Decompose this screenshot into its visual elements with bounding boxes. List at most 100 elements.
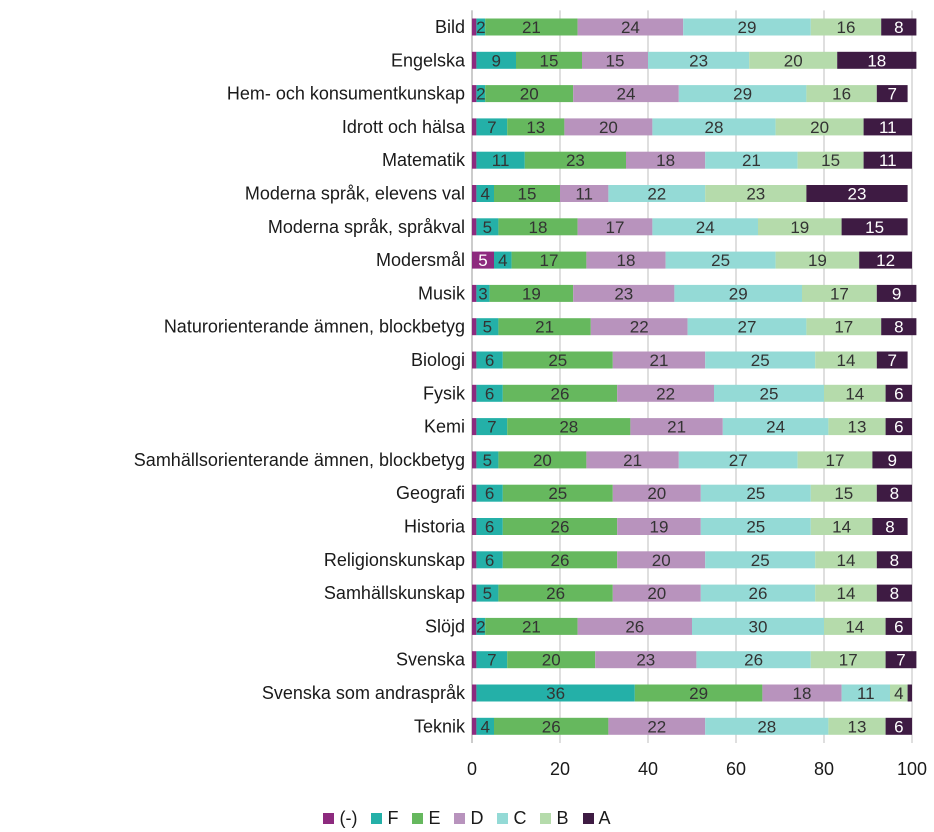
data-label-svenska-b: 17 [839,651,858,670]
data-label-religionskunskap-f: 6 [485,551,494,570]
bar-samhallskunskap-c [700,584,816,602]
bars-group: 2 21 24 29 16 89 15 15 23 20 182 20 24 29 16 77 13 20 28 20… [472,18,917,736]
bar-matematik-b [797,151,864,169]
data-label-religionskunskap-b: 14 [837,551,856,570]
bar-naturorienterande-amnen-blockbetyg-none [472,318,477,336]
bar-row-historia: 6 26 19 25 14 8 [472,518,908,537]
data-label-naturorienterande-amnen-blockbetyg-d: 22 [630,318,649,337]
data-label-moderna-sprak-sprakval-b: 19 [790,218,809,237]
legend-label-e: E [428,808,441,828]
x-tick-label-80: 80 [814,759,834,779]
bar-hem-och-konsumentkunskap-none [472,85,477,103]
bar-moderna-sprak-elevens-val-a [806,185,908,202]
bar-geografi-a [876,484,912,502]
bar-geografi-c [700,484,811,502]
legend-swatch-f [371,813,383,824]
data-label-kemi-a: 6 [894,418,903,437]
data-label-biologi-f: 6 [485,351,494,370]
bar-svenska-som-andrasprak-a [907,684,912,702]
bar-engelska-c [648,51,750,69]
data-label-geografi-c: 25 [746,484,765,503]
bar-svenska-som-andrasprak-d [762,684,842,702]
data-label-naturorienterande-amnen-blockbetyg-a: 8 [894,318,903,337]
legend-label-a: A [598,808,611,828]
data-label-religionskunskap-e: 26 [551,551,570,570]
bar-matematik-f [476,151,525,169]
bar-moderna-sprak-elevens-val-d [560,185,609,202]
legend-swatch-b [540,813,552,824]
legend-label-none: (-) [339,808,358,828]
data-label-fysik-a: 6 [894,384,903,403]
bar-geografi-f [476,484,503,502]
bar-idrott-och-halsa-c [652,118,776,136]
legend-item-f: F [371,808,398,829]
bar-samhallsorienterande-amnen-blockbetyg-f [476,451,499,469]
category-label-svenska: Svenska [396,650,466,670]
bar-musik-a [876,284,917,302]
data-label-hem-och-konsumentkunskap-f: 2 [476,85,485,104]
bar-idrott-och-halsa-f [476,118,508,136]
bar-samhallskunskap-f [476,584,499,602]
bar-samhallsorienterande-amnen-blockbetyg-d [586,451,679,469]
data-label-samhallskunskap-e: 26 [546,584,565,603]
data-label-moderna-sprak-elevens-val-c: 22 [647,185,666,204]
data-label-hem-och-konsumentkunskap-e: 20 [520,85,539,104]
data-label-historia-f: 6 [485,518,494,537]
data-label-bild-e: 21 [522,18,541,37]
bar-religionskunskap-f [476,551,503,569]
bar-historia-none [472,518,477,535]
bar-idrott-och-halsa-d [564,118,653,136]
bar-samhallsorienterande-amnen-blockbetyg-c [678,451,798,469]
bar-slojd-c [692,617,824,635]
data-label-musik-c: 29 [729,284,748,303]
bar-naturorienterande-amnen-blockbetyg-e [498,318,591,336]
data-label-samhallskunskap-f: 5 [483,584,492,603]
data-label-modersmal-none: 5 [478,251,487,270]
bar-svenska-som-andrasprak-e [634,684,763,702]
data-label-svenska-som-andrasprak-f: 36 [546,684,565,703]
bar-engelska-f [476,51,516,69]
data-label-modersmal-c: 25 [711,251,730,270]
bar-svenska-none [472,651,477,669]
data-label-historia-a: 8 [885,518,894,537]
bar-row-idrott-och-halsa: 7 13 20 28 20 11 [472,118,912,137]
bar-svenska-d [595,651,697,669]
bar-kemi-e [507,418,631,436]
bar-samhallskunskap-b [815,584,877,602]
data-label-kemi-e: 28 [559,418,578,437]
bar-modersmal-none [472,251,494,269]
data-label-moderna-sprak-elevens-val-e: 15 [518,185,537,204]
legend-label-b: B [556,808,569,828]
data-label-hem-och-konsumentkunskap-b: 16 [832,85,851,104]
bar-samhallskunskap-none [472,584,477,602]
bar-biologi-f [476,351,503,369]
data-label-biologi-b: 14 [837,351,856,370]
data-label-bild-b: 16 [837,18,856,37]
data-label-kemi-c: 24 [766,418,785,437]
bar-bild-b [810,18,882,36]
bar-engelska-a [837,51,917,69]
bar-idrott-och-halsa-none [472,118,477,136]
data-label-svenska-c: 26 [744,651,763,670]
data-label-kemi-b: 13 [848,418,867,437]
data-label-svenska-d: 23 [636,651,655,670]
bar-religionskunskap-b [815,551,877,569]
bar-row-moderna-sprak-elevens-val: 4 15 11 22 23 23 [472,185,908,204]
data-label-geografi-d: 20 [647,484,666,503]
bar-teknik-f [476,717,494,735]
data-label-historia-b: 14 [832,518,851,537]
data-label-teknik-d: 22 [647,717,666,736]
bar-moderna-sprak-elevens-val-c [608,185,706,202]
data-label-svenska-e: 20 [542,651,561,670]
data-label-svenska-som-andrasprak-d: 18 [793,684,812,703]
data-label-modersmal-d: 18 [617,251,636,270]
bar-svenska-som-andrasprak-none [472,684,477,702]
bar-religionskunskap-none [472,551,477,569]
data-label-samhallsorienterande-amnen-blockbetyg-b: 17 [826,451,845,470]
data-label-idrott-och-halsa-a: 11 [879,118,897,137]
data-label-modersmal-b: 19 [808,251,827,270]
bar-row-svenska-som-andrasprak: 36 29 18 11 4 [472,684,912,703]
data-label-slojd-a: 6 [894,617,903,636]
bar-idrott-och-halsa-a [863,118,912,136]
data-label-fysik-f: 6 [485,384,494,403]
